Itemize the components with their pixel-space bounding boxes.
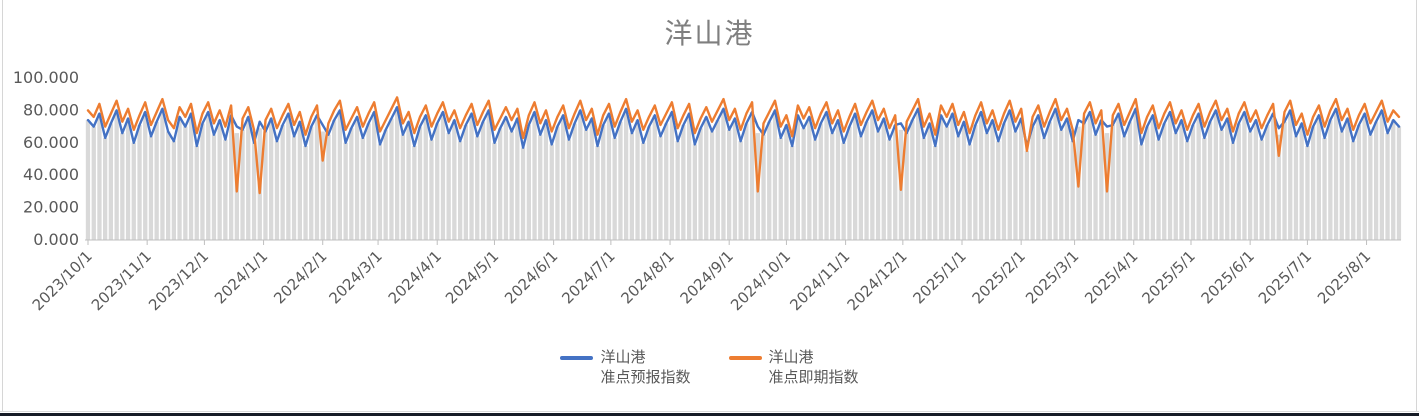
window-bottom-edge [0, 413, 1419, 416]
legend-label: 洋山港 准点即期指数 [768, 348, 859, 386]
x-axis-tick-label: 2023/11/1 [88, 247, 155, 314]
legend-item-spot-index: 洋山港 准点即期指数 [728, 348, 859, 388]
x-axis-tick-label: 2024/9/1 [677, 247, 737, 307]
series-line-forecast-index [86, 105, 1401, 149]
x-axis-tick-label: 2024/10/1 [727, 247, 794, 314]
legend-line-swatch [728, 356, 762, 360]
y-axis-tick-label: 60.000 [23, 133, 79, 152]
y-axis-labels: 0.000 20.000 40.000 60.000 80.000 100.000 [13, 68, 79, 249]
y-axis-tick-label: 80.000 [23, 100, 79, 119]
x-axis-tick-label: 2024/6/1 [501, 247, 561, 307]
y-axis-tick-label: 20.000 [23, 198, 79, 217]
spreadsheet-gridline-right [1416, 0, 1417, 411]
drop-lines [85, 107, 1402, 241]
legend-line-swatch [560, 356, 594, 360]
y-axis-tick-label: 40.000 [23, 165, 79, 184]
x-axis-labels: 2023/10/12023/11/12023/12/12024/1/12024/… [29, 247, 1375, 314]
x-axis-ticks [87, 240, 1368, 245]
x-axis-tick-label: 2025/7/1 [1255, 247, 1315, 307]
x-axis-tick-label: 2024/8/1 [617, 247, 677, 307]
x-axis-tick-label: 2024/7/1 [558, 247, 618, 307]
y-axis-tick-label: 100.000 [13, 68, 79, 87]
legend-item-forecast-index: 洋山港 准点预报指数 [560, 348, 691, 388]
x-axis-tick-label: 2025/1/1 [909, 247, 969, 307]
x-axis-tick-label: 2025/6/1 [1198, 247, 1258, 307]
x-axis-tick-label: 2024/11/1 [786, 247, 853, 314]
chart-title: 洋山港 [664, 17, 755, 50]
x-axis-tick-label: 2024/3/1 [326, 247, 386, 307]
y-axis-tick-label: 0.000 [33, 230, 79, 249]
legend-label: 洋山港 准点预报指数 [600, 348, 691, 386]
spreadsheet-gridline-left [2, 0, 3, 411]
line-chart-svg: 2023/10/12023/11/12023/12/12024/1/12024/… [13, 68, 1402, 314]
x-axis-tick-label: 2024/12/1 [844, 247, 911, 314]
x-axis-tick-label: 2025/4/1 [1081, 247, 1141, 307]
plot-area: 2023/10/1 2023/11/1 2023/12/1 2024/1/1 2024/… [13, 68, 1402, 314]
series-line-spot-index [86, 96, 1401, 195]
chart-legend: 洋山港 准点预报指数 洋山港 准点即期指数 [0, 348, 1419, 388]
x-axis-tick-label: 2024/4/1 [385, 247, 445, 307]
x-axis-tick-label: 2023/12/1 [145, 247, 212, 314]
x-axis-tick-label: 2024/1/1 [211, 247, 271, 307]
x-axis-tick-label: 2025/2/1 [969, 247, 1029, 307]
spreadsheet-gridline-bottom [0, 411, 1419, 412]
x-axis-tick-label: 2025/3/1 [1022, 247, 1082, 307]
x-axis-tick-label: 2024/5/1 [442, 247, 502, 307]
x-axis-tick-label: 2024/2/1 [270, 247, 330, 307]
x-axis-tick-label: 2025/5/1 [1138, 247, 1198, 307]
x-axis-tick-label: 2023/10/1 [29, 247, 96, 314]
x-axis-tick-label: 2025/8/1 [1314, 247, 1374, 307]
